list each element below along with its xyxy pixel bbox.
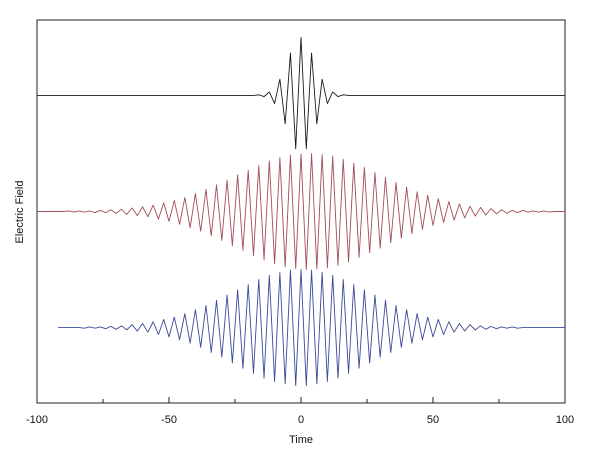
series-line bbox=[37, 36, 565, 150]
y-axis-label: Electric Field bbox=[14, 181, 26, 244]
x-tick-label: -50 bbox=[161, 414, 177, 426]
x-tick-label: -100 bbox=[26, 414, 48, 426]
series-line bbox=[37, 153, 565, 270]
series-line bbox=[58, 269, 565, 387]
x-axis-label: Time bbox=[289, 434, 313, 446]
x-tick-label: 100 bbox=[556, 414, 574, 426]
x-tick-label: 0 bbox=[298, 414, 304, 426]
x-tick-label: 50 bbox=[427, 414, 439, 426]
plot-frame bbox=[36, 19, 566, 404]
